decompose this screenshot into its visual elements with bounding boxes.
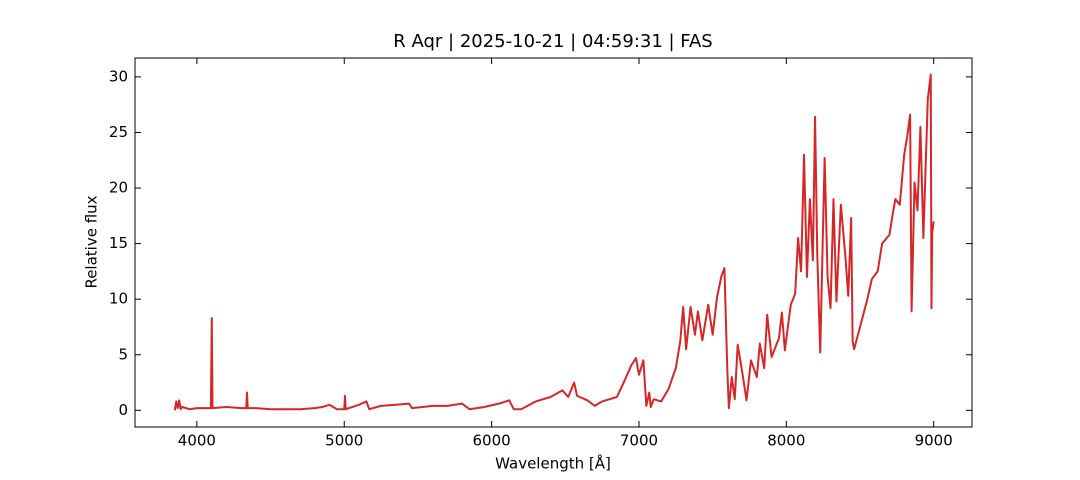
x-tick-label: 9000	[915, 432, 953, 450]
x-tick-label: 8000	[767, 432, 805, 450]
chart-title: R Aqr | 2025-10-21 | 04:59:31 | FAS	[393, 31, 712, 52]
y-tick-label: 5	[118, 345, 128, 363]
x-tick-label: 6000	[473, 432, 511, 450]
y-tick-label: 25	[109, 123, 128, 141]
x-tick-label: 4000	[178, 432, 216, 450]
x-axis-label: Wavelength [Å]	[495, 454, 611, 473]
x-tick-label: 5000	[325, 432, 363, 450]
y-tick-label: 15	[109, 234, 128, 252]
y-axis-label: Relative flux	[83, 195, 101, 288]
y-tick-label: 10	[109, 290, 128, 308]
x-tick-label: 7000	[620, 432, 658, 450]
y-tick-label: 0	[118, 401, 128, 419]
plot-frame	[134, 57, 973, 428]
spectrum-line	[173, 73, 935, 411]
y-tick-label: 30	[109, 67, 128, 85]
y-tick-label: 20	[109, 179, 128, 197]
